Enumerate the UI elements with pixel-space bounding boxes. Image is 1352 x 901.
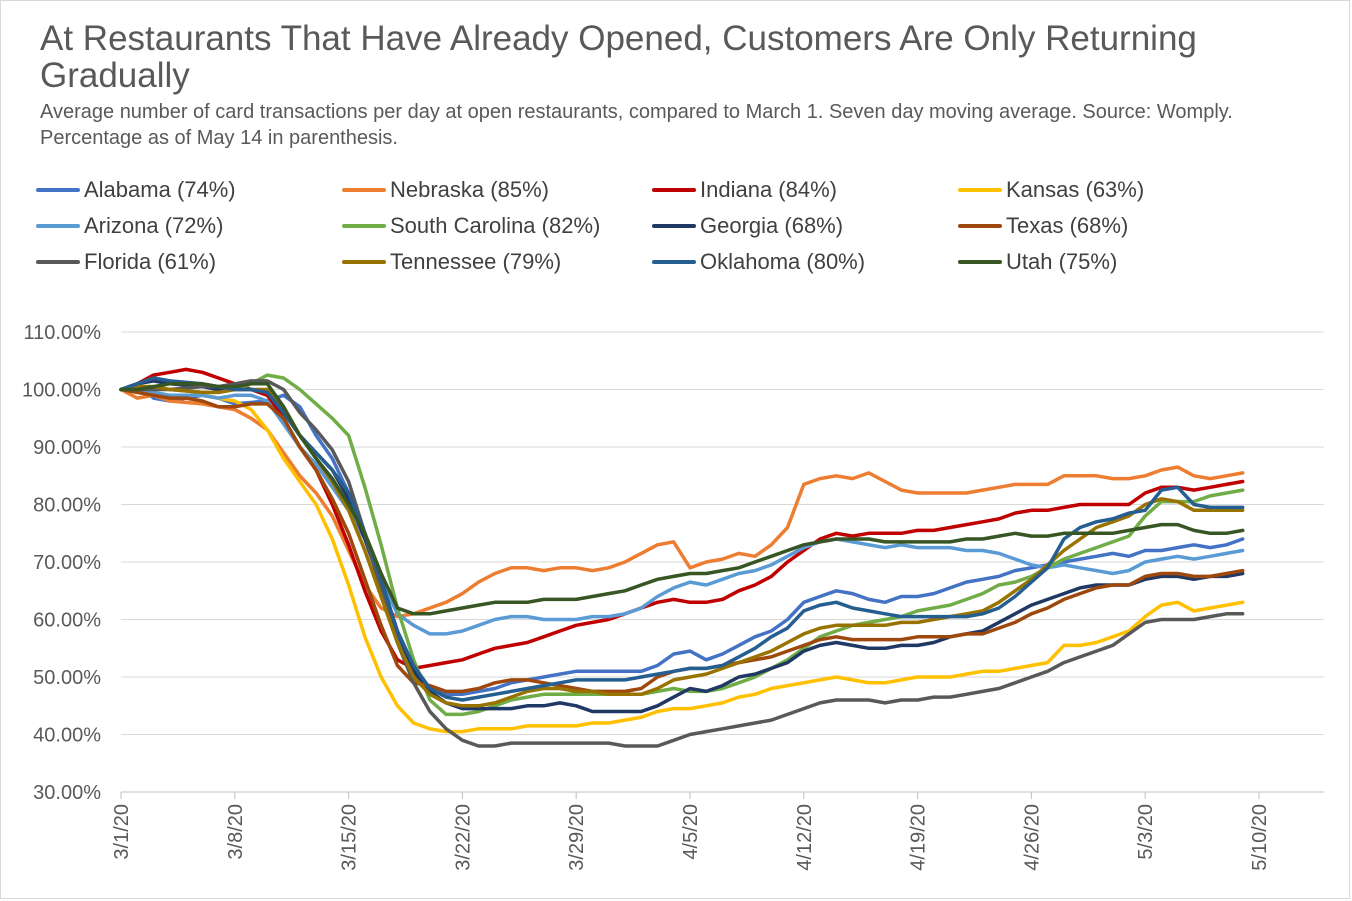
legend-item: Indiana (84%) — [652, 172, 837, 208]
x-tick-label: 3/22/20 — [452, 804, 474, 871]
legend-label: Indiana (84%) — [700, 177, 837, 202]
legend-label: Tennessee (79%) — [390, 249, 562, 274]
legend-swatch — [958, 188, 1002, 192]
y-tick-label: 50.00% — [33, 667, 101, 689]
chart-legend: Alabama (74%) Nebraska (85%) Indiana (84%)… — [36, 172, 1336, 284]
x-tick-label: 3/1/20 — [111, 804, 133, 860]
series-line-south-carolina — [119, 373, 1245, 717]
legend-label: Alabama (74%) — [84, 177, 236, 202]
x-tick-label: 3/15/20 — [339, 804, 361, 871]
x-tick-label: 4/19/20 — [908, 804, 930, 871]
legend-swatch — [958, 224, 1002, 228]
legend-item: Alabama (74%) — [36, 172, 236, 208]
legend-swatch — [36, 188, 80, 192]
legend-item: Kansas (63%) — [958, 172, 1144, 208]
x-tick-label: 5/10/20 — [1249, 804, 1271, 871]
y-tick-label: 60.00% — [33, 610, 101, 632]
legend-swatch — [652, 224, 696, 228]
y-tick-label: 40.00% — [33, 725, 101, 747]
legend-label: Texas (68%) — [1006, 213, 1129, 238]
series-line-nebraska — [119, 387, 1245, 619]
legend-item: Texas (68%) — [958, 208, 1128, 244]
legend-item: Utah (75%) — [958, 244, 1117, 280]
legend-item: Florida (61%) — [36, 244, 216, 280]
legend-swatch — [36, 260, 80, 264]
series-line-florida — [119, 379, 1245, 748]
legend-label: Kansas (63%) — [1006, 177, 1145, 202]
legend-swatch — [36, 224, 80, 228]
y-tick-label: 100.00% — [22, 380, 101, 402]
y-tick-label: 110.00% — [24, 322, 102, 344]
legend-swatch — [342, 188, 386, 192]
y-tick-label: 80.00% — [33, 495, 101, 517]
legend-label: Georgia (68%) — [700, 213, 844, 238]
chart-subtitle: Average number of card transactions per … — [40, 101, 1233, 149]
chart-title: At Restaurants That Have Already Opened,… — [40, 19, 1197, 95]
legend-label: South Carolina (82%) — [390, 213, 601, 238]
x-tick-label: 4/12/20 — [794, 804, 816, 871]
x-tick-label: 3/8/20 — [225, 804, 247, 860]
legend-item: South Carolina (82%) — [342, 208, 600, 244]
legend-swatch — [342, 224, 386, 228]
legend-item: Oklahoma (80%) — [652, 244, 865, 280]
legend-swatch — [342, 260, 386, 264]
x-tick-label: 4/26/20 — [1021, 804, 1043, 871]
series-line-utah — [119, 382, 1245, 616]
legend-item: Arizona (72%) — [36, 208, 223, 244]
legend-swatch — [958, 260, 1002, 264]
legend-label: Utah (75%) — [1006, 249, 1118, 274]
series-line-oklahoma — [119, 376, 1245, 702]
legend-label: Arizona (72%) — [84, 213, 224, 238]
legend-label: Nebraska (85%) — [390, 177, 549, 202]
x-tick-label: 3/29/20 — [566, 804, 588, 871]
y-tick-label: 90.00% — [33, 437, 101, 459]
legend-item: Georgia (68%) — [652, 208, 843, 244]
legend-item: Tennessee (79%) — [342, 244, 561, 280]
x-tick-label: 4/5/20 — [680, 804, 702, 860]
legend-label: Florida (61%) — [84, 249, 217, 274]
x-tick-label: 5/3/20 — [1135, 804, 1157, 860]
series-line-kansas — [119, 387, 1245, 734]
legend-swatch — [652, 260, 696, 264]
y-tick-label: 70.00% — [33, 552, 101, 574]
y-tick-label: 30.00% — [33, 782, 101, 804]
legend-label: Oklahoma (80%) — [700, 249, 866, 274]
series-line-arizona — [119, 387, 1245, 636]
legend-item: Nebraska (85%) — [342, 172, 549, 208]
legend-swatch — [652, 188, 696, 192]
